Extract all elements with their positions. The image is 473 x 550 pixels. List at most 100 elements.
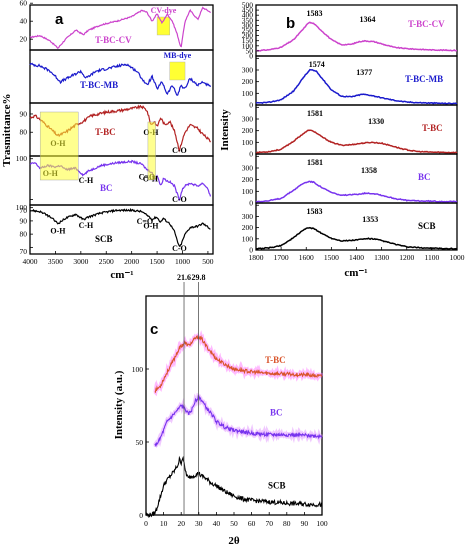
peak-annotation: C=O <box>139 173 156 182</box>
panel-b-subplot-scb: 0 100 200 300 1583 1353 SCB <box>242 202 458 255</box>
y-axis-label: Intensity (a.u.) <box>113 370 125 439</box>
series-label: T-BC <box>265 355 286 365</box>
raman-line <box>255 21 457 52</box>
y-tick-label: 200 <box>242 223 254 232</box>
peak-annotation: C-H <box>79 176 94 185</box>
panel-label-a: a <box>55 11 64 28</box>
xrd-line <box>154 335 323 394</box>
panel-a-subplot-t-bc-mb: MB-dye T-BC-MB <box>29 49 214 104</box>
y-tick-label: 0 <box>249 150 253 159</box>
y-tick-label: 20 <box>20 35 28 44</box>
spectrum-line <box>29 207 211 248</box>
y-tick-label: 70 <box>20 206 28 215</box>
series-label: T-BC <box>95 127 116 137</box>
y-tick-label: 100 <box>242 187 254 196</box>
y-axis-label: Trasmittance% <box>1 93 13 166</box>
x-tick-label: 500 <box>202 257 214 266</box>
peak-label: 1330 <box>368 117 384 126</box>
series-label: BC <box>270 408 283 418</box>
oh-highlight-box <box>39 111 79 181</box>
xrd-halo <box>153 392 324 449</box>
x-tick-label: 40 <box>213 519 221 528</box>
y-tick-label: 0 <box>139 511 143 520</box>
x-tick-label: 80 <box>283 519 291 528</box>
series-label: T-BC <box>422 123 443 133</box>
spectrum-line <box>29 62 212 97</box>
y-tick-label: 200 <box>242 77 254 86</box>
y-tick-label: 100 <box>242 41 254 50</box>
panel-c: T-BC BC SCB 21.6 29.8 0 10 20 30 40 50 60 70 80 90 100 0… <box>113 273 328 547</box>
x-tick-label: 1300 <box>374 253 389 262</box>
y-tick-label: 0 <box>249 101 253 110</box>
oh-highlight-box <box>147 121 156 181</box>
band-label: CV-dye <box>151 6 177 15</box>
series-label: T-BC-MB <box>80 80 118 90</box>
y-tick-label: 100 <box>242 138 254 147</box>
peak-label: 1377 <box>356 68 372 77</box>
y-tick-label: 100 <box>16 154 28 163</box>
x-axis-label: cm⁻¹ <box>344 267 367 279</box>
y-tick-label: 100 <box>132 365 144 374</box>
x-tick-label: 3500 <box>48 257 63 266</box>
x-tick-label: 0 <box>144 519 148 528</box>
xrd-line <box>154 394 323 447</box>
x-tick-label: 1500 <box>150 257 165 266</box>
x-tick-label: 4000 <box>23 257 38 266</box>
x-tick-label: 20 <box>177 519 185 528</box>
y-tick-label: 0 <box>249 52 253 61</box>
peak-label: 1581 <box>307 109 323 118</box>
y-tick-label: 0 <box>249 199 253 208</box>
panel-label-b: b <box>286 15 295 32</box>
peak-label: 1353 <box>362 215 378 224</box>
peak-annotation: C-H <box>79 221 94 230</box>
reference-line-label: 29.8 <box>191 273 205 282</box>
x-tick-label: 1500 <box>324 253 339 262</box>
x-tick-label: 2000 <box>124 257 139 266</box>
xrd-line <box>145 455 322 518</box>
y-tick-label: 100 <box>242 234 254 243</box>
y-tick-label: 300 <box>242 164 254 173</box>
y-tick-label: 250 <box>242 26 254 35</box>
y-tick-label: 70 <box>20 247 28 256</box>
raman-line <box>256 68 458 105</box>
y-tick-label: 100 <box>16 203 28 212</box>
y-axis-label: Intensity <box>219 109 231 151</box>
x-axis-label: cm⁻¹ <box>110 269 133 281</box>
x-tick-label: 10 <box>160 519 168 528</box>
series-label: T-BC-MB <box>405 74 443 84</box>
peak-annotation: O-H <box>143 222 159 231</box>
xrd-halo <box>153 330 324 397</box>
y-tick-label: 200 <box>242 175 254 184</box>
reference-line-label: 21.6 <box>177 273 191 282</box>
x-tick-label: 1200 <box>399 253 414 262</box>
x-tick-label: 70 <box>265 519 273 528</box>
y-tick-label: 300 <box>242 66 254 75</box>
y-tick-label: 80 <box>20 128 28 137</box>
peak-label: 1364 <box>360 15 376 24</box>
band-label: MB-dye <box>164 51 192 60</box>
peak-annotation: O-H <box>50 227 66 236</box>
panel-a-frame <box>29 204 214 255</box>
peak-annotation: C-O <box>172 195 187 204</box>
panel-a: CV-dye T-BC-CV 20 40 60 MB-dye T-BC-MB T-BC 80 90… <box>1 0 214 281</box>
y-tick-label: 500 <box>242 1 254 10</box>
x-axis-label: 2θ <box>228 535 240 547</box>
panel-label-c: c <box>150 321 158 338</box>
y-tick-label: 50 <box>246 46 254 55</box>
x-tick-label: 1700 <box>274 253 289 262</box>
y-tick-label: 300 <box>242 21 254 30</box>
dye-band <box>156 16 170 36</box>
y-tick-label: 80 <box>20 230 28 239</box>
y-tick-label: 100 <box>242 89 254 98</box>
x-tick-label: 3000 <box>73 257 88 266</box>
panel-b-subplot-bc: 0 100 200 300 1581 1358 BC <box>242 153 458 208</box>
y-tick-label: 300 <box>242 212 254 221</box>
peak-label: 1583 <box>307 207 323 216</box>
panel-b-subplot-t-bc: 0 100 200 300 1581 1330 T-BC <box>242 104 458 159</box>
peak-label: 1574 <box>309 60 325 69</box>
y-tick-label: 150 <box>242 36 254 45</box>
